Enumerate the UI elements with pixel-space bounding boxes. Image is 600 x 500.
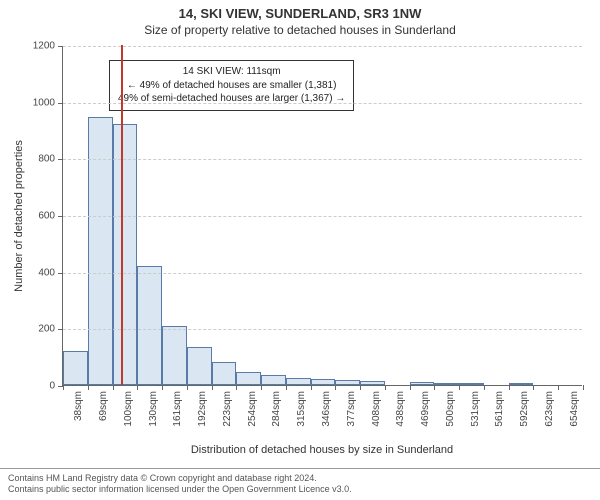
histogram-bar (88, 117, 113, 385)
x-tick-label: 346sqm (321, 391, 332, 427)
x-tick-label: 377sqm (346, 391, 357, 427)
histogram-bar (236, 372, 261, 385)
histogram-bar (509, 383, 534, 385)
x-tick (236, 385, 237, 390)
grid-line (63, 46, 582, 47)
x-tick (113, 385, 114, 390)
x-tick-label: 592sqm (519, 391, 530, 427)
y-tick-label: 600 (38, 211, 55, 222)
histogram-bar (137, 266, 162, 385)
x-tick (88, 385, 89, 390)
x-tick-label: 500sqm (445, 391, 456, 427)
x-tick (335, 385, 336, 390)
x-tick-label: 38sqm (73, 391, 84, 421)
y-tick (58, 216, 63, 217)
grid-line (63, 273, 582, 274)
y-axis-title: Number of detached properties (12, 46, 26, 386)
x-tick-label: 161sqm (172, 391, 183, 427)
histogram-bar (311, 379, 336, 385)
x-tick (484, 385, 485, 390)
x-tick (311, 385, 312, 390)
y-tick (58, 329, 63, 330)
x-tick (459, 385, 460, 390)
x-tick (533, 385, 534, 390)
grid-line (63, 103, 582, 104)
y-tick (58, 273, 63, 274)
x-tick-label: 69sqm (98, 391, 109, 421)
histogram-bar (459, 383, 484, 385)
x-tick-label: 623sqm (544, 391, 555, 427)
x-tick-label: 469sqm (420, 391, 431, 427)
plot-area: 14 SKI VIEW: 111sqm ← 49% of detached ho… (62, 46, 582, 386)
x-tick-label: 254sqm (247, 391, 258, 427)
y-tick-label: 1000 (33, 97, 55, 108)
x-tick (286, 385, 287, 390)
y-tick (58, 103, 63, 104)
grid-line (63, 216, 582, 217)
histogram-bar (286, 378, 311, 385)
histogram-bar (335, 380, 360, 385)
footer-line-1: Contains HM Land Registry data © Crown c… (8, 473, 592, 485)
histogram-bar (113, 124, 138, 385)
x-tick-label: 130sqm (148, 391, 159, 427)
y-tick-label: 800 (38, 154, 55, 165)
plot-wrap: 14 SKI VIEW: 111sqm ← 49% of detached ho… (62, 46, 582, 408)
histogram-bar (360, 381, 385, 385)
x-tick-label: 561sqm (494, 391, 505, 427)
chart-container: 14, SKI VIEW, SUNDERLAND, SR3 1NW Size o… (0, 0, 600, 500)
x-tick (583, 385, 584, 390)
y-tick (58, 159, 63, 160)
annotation-line-2: ← 49% of detached houses are smaller (1,… (118, 79, 345, 93)
x-tick-label: 654sqm (569, 391, 580, 427)
histogram-bar (162, 326, 187, 386)
grid-line (63, 159, 582, 160)
subject-marker-line (121, 45, 123, 385)
x-tick (212, 385, 213, 390)
y-tick-label: 1200 (33, 41, 55, 52)
x-tick (509, 385, 510, 390)
x-tick-label: 408sqm (371, 391, 382, 427)
y-tick-label: 400 (38, 267, 55, 278)
x-tick (63, 385, 64, 390)
x-tick-label: 223sqm (222, 391, 233, 427)
x-tick (558, 385, 559, 390)
histogram-bar (212, 362, 237, 385)
y-tick-label: 0 (49, 381, 55, 392)
x-tick-label: 192sqm (197, 391, 208, 427)
annotation-line-1: 14 SKI VIEW: 111sqm (118, 65, 345, 79)
x-tick-label: 531sqm (470, 391, 481, 427)
page-title: 14, SKI VIEW, SUNDERLAND, SR3 1NW (0, 0, 600, 21)
x-tick (360, 385, 361, 390)
x-tick (261, 385, 262, 390)
histogram-bar (434, 383, 459, 385)
x-tick-label: 438sqm (395, 391, 406, 427)
y-tick-label: 200 (38, 324, 55, 335)
footer-line-2: Contains public sector information licen… (8, 484, 592, 496)
page-subtitle: Size of property relative to detached ho… (0, 21, 600, 39)
histogram-bar (63, 351, 88, 385)
grid-line (63, 329, 582, 330)
footer-attribution: Contains HM Land Registry data © Crown c… (0, 468, 600, 500)
histogram-bar (410, 382, 435, 385)
histogram-bar (187, 347, 212, 385)
x-tick-label: 100sqm (123, 391, 134, 427)
x-tick (162, 385, 163, 390)
y-tick (58, 46, 63, 47)
x-tick (434, 385, 435, 390)
x-axis-title: Distribution of detached houses by size … (62, 444, 582, 456)
histogram-bar (261, 375, 286, 385)
x-tick (385, 385, 386, 390)
x-tick-label: 315sqm (296, 391, 307, 427)
x-tick (187, 385, 188, 390)
x-tick-label: 284sqm (271, 391, 282, 427)
x-tick (410, 385, 411, 390)
x-tick (137, 385, 138, 390)
